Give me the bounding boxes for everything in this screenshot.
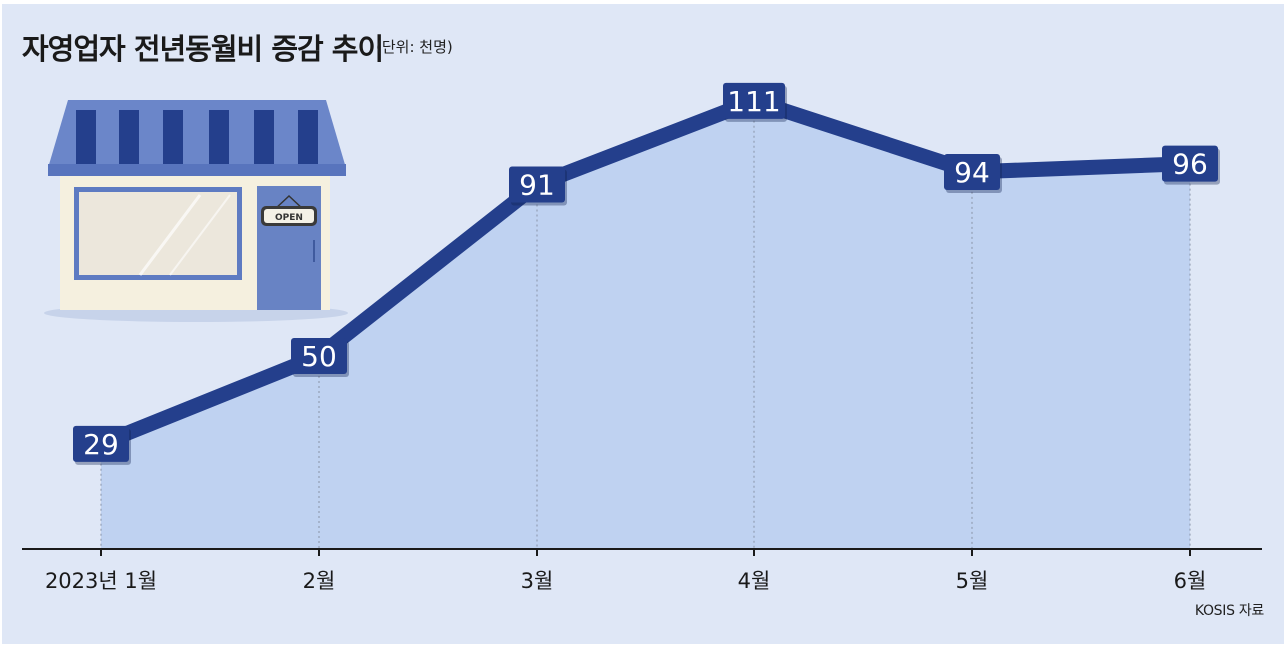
x-tick-label: 6월 bbox=[1174, 569, 1207, 593]
data-label-box bbox=[1162, 145, 1218, 182]
x-tick-labels: 2023년 1월 2월 3월 4월 5월 6월 bbox=[45, 569, 1206, 593]
x-tick-label: 5월 bbox=[956, 569, 989, 593]
area-fill-layer bbox=[101, 100, 1190, 550]
drop-lines bbox=[100, 100, 1191, 549]
x-tick-marks bbox=[100, 549, 1191, 556]
data-labels: 29 50 91 111 94 96 bbox=[73, 82, 1220, 465]
source-note: KOSIS 자료 bbox=[1194, 603, 1264, 619]
x-tick-label: 2월 bbox=[303, 569, 336, 593]
data-label-box bbox=[723, 82, 785, 119]
data-label: 50 bbox=[291, 338, 349, 377]
x-tick-label: 3월 bbox=[521, 569, 554, 593]
data-label-text: 91 bbox=[519, 168, 555, 201]
storefront-illustration: OPEN bbox=[44, 100, 348, 322]
data-label-text: 96 bbox=[1172, 148, 1208, 181]
data-label-box bbox=[291, 338, 347, 374]
data-label: 111 bbox=[723, 82, 787, 122]
area-fill bbox=[101, 100, 1190, 550]
x-tick-label: 2023년 1월 bbox=[45, 569, 157, 593]
data-label-box bbox=[509, 166, 565, 203]
unit-note: (단위: 천명) bbox=[376, 38, 453, 56]
data-label-box bbox=[73, 425, 129, 462]
open-sign: OPEN bbox=[275, 213, 303, 223]
data-label: 96 bbox=[1162, 145, 1220, 185]
data-label-text: 111 bbox=[727, 85, 780, 118]
data-label-text: 50 bbox=[301, 340, 337, 373]
data-label: 91 bbox=[509, 166, 567, 206]
chart-title: 자영업자 전년동월비 증감 추이 bbox=[22, 32, 384, 66]
x-tick-label: 4월 bbox=[738, 569, 771, 593]
series-line-layer bbox=[93, 93, 1198, 452]
data-label-text: 94 bbox=[954, 156, 990, 189]
series-line bbox=[93, 93, 1198, 452]
data-label-box bbox=[944, 153, 1000, 190]
data-label: 94 bbox=[944, 153, 1002, 193]
data-label: 29 bbox=[73, 425, 131, 465]
data-label-text: 29 bbox=[83, 428, 119, 461]
